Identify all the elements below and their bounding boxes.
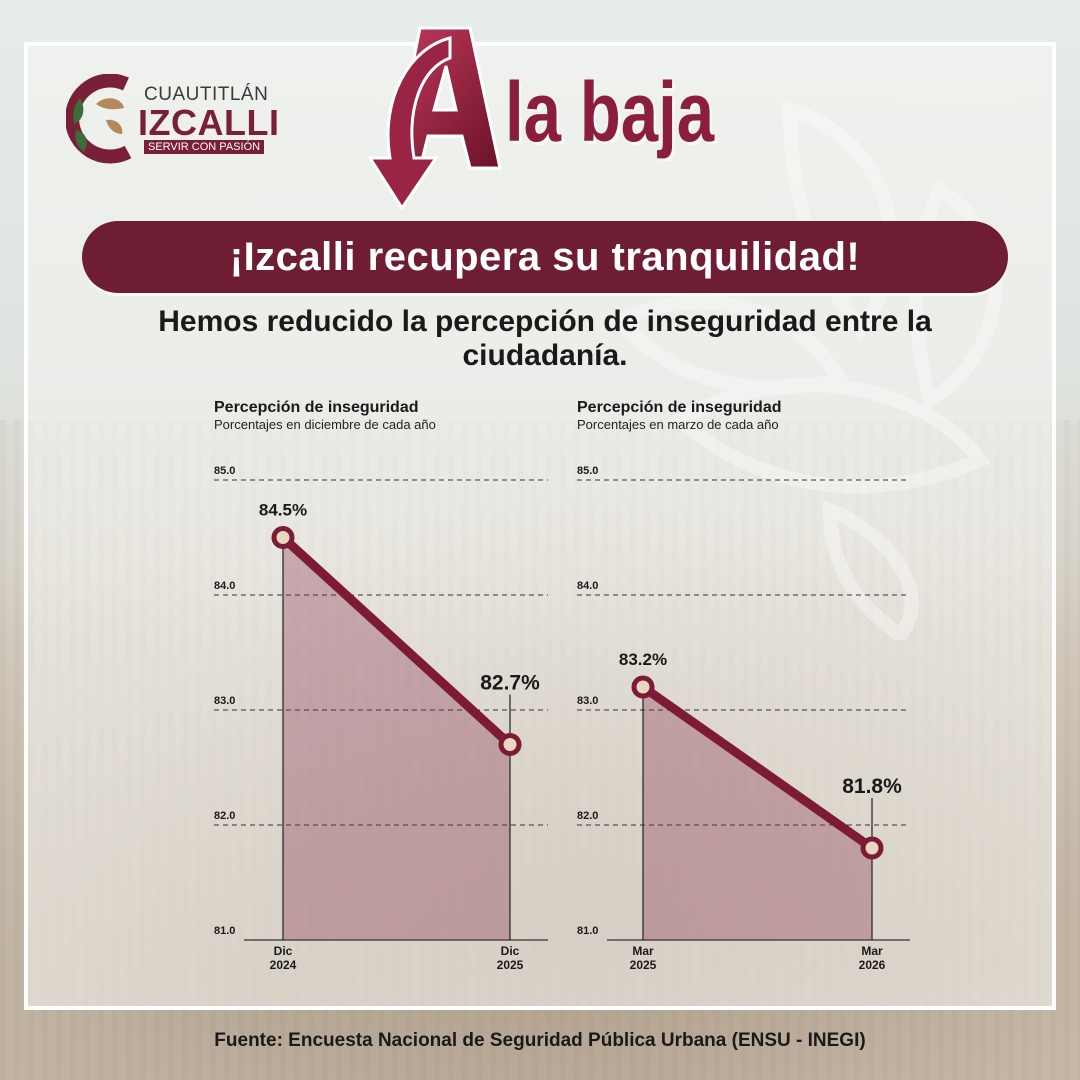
y-tick-label: 81.0	[214, 925, 235, 937]
down-arrow-a-icon	[367, 26, 502, 211]
chart-1: 81.082.083.084.085.084.5%Dic202482.7%Dic…	[214, 465, 548, 972]
headline-text: la baja	[505, 65, 715, 159]
data-label: 82.7%	[480, 672, 540, 695]
data-label: 83.2%	[619, 650, 667, 669]
logo-city-text: CUAUTITLÁN	[144, 84, 269, 105]
headline-banner: ¡Izcalli recupera su tranquilidad!	[82, 221, 1008, 293]
y-tick-label: 85.0	[214, 465, 235, 477]
y-tick-label: 82.0	[214, 810, 235, 822]
x-tick-label: 2025	[630, 958, 657, 972]
municipality-logo: CUAUTITLÁN IZCALLI SERVIR CON PASIÓN	[66, 74, 280, 164]
y-tick-label: 84.0	[214, 580, 235, 592]
area-fill	[643, 687, 872, 940]
izcalli-emblem-icon	[66, 74, 132, 164]
x-tick-label: Mar	[632, 944, 654, 958]
x-tick-label: 2025	[497, 958, 524, 972]
data-point	[860, 836, 884, 860]
chart-2-subtitle: Porcentajes en marzo de cada año	[577, 417, 779, 432]
area-fill	[283, 537, 510, 940]
banner-text: ¡Izcalli recupera su tranquilidad!	[229, 235, 861, 279]
series-line	[638, 682, 877, 853]
x-tick-label: 2024	[270, 958, 297, 972]
chart-1-title: Percepción de inseguridad	[214, 399, 419, 416]
y-tick-label: 82.0	[577, 810, 598, 822]
y-tick-label: 83.0	[214, 695, 235, 707]
x-tick-label: Mar	[861, 944, 883, 958]
data-point	[271, 526, 295, 549]
chart-2-title: Percepción de inseguridad	[577, 399, 782, 416]
data-label: 84.5%	[259, 501, 307, 520]
y-tick-label: 81.0	[577, 925, 598, 937]
y-tick-label: 83.0	[577, 695, 598, 707]
source-footer: Fuente: Encuesta Nacional de Seguridad P…	[214, 1030, 866, 1051]
x-tick-label: Dic	[274, 944, 293, 958]
x-tick-label: Dic	[501, 944, 520, 958]
data-label: 81.8%	[842, 775, 902, 798]
logo-slogan-text: SERVIR CON PASIÓN	[144, 140, 265, 154]
y-tick-label: 84.0	[577, 580, 598, 592]
x-tick-label: 2026	[859, 958, 886, 972]
series-line	[278, 533, 515, 749]
data-point	[498, 733, 522, 756]
chart-1-subtitle: Porcentajes en diciembre de cada año	[214, 417, 436, 432]
chart-2: 81.082.083.084.085.083.2%Mar202581.8%Mar…	[577, 465, 910, 972]
y-tick-label: 85.0	[577, 465, 598, 477]
subtitle-text: Hemos reducido la percepción de inseguri…	[158, 305, 932, 372]
logo-name-text: IZCALLI	[138, 102, 280, 143]
white-frame	[24, 42, 1056, 1010]
data-point	[631, 675, 655, 699]
